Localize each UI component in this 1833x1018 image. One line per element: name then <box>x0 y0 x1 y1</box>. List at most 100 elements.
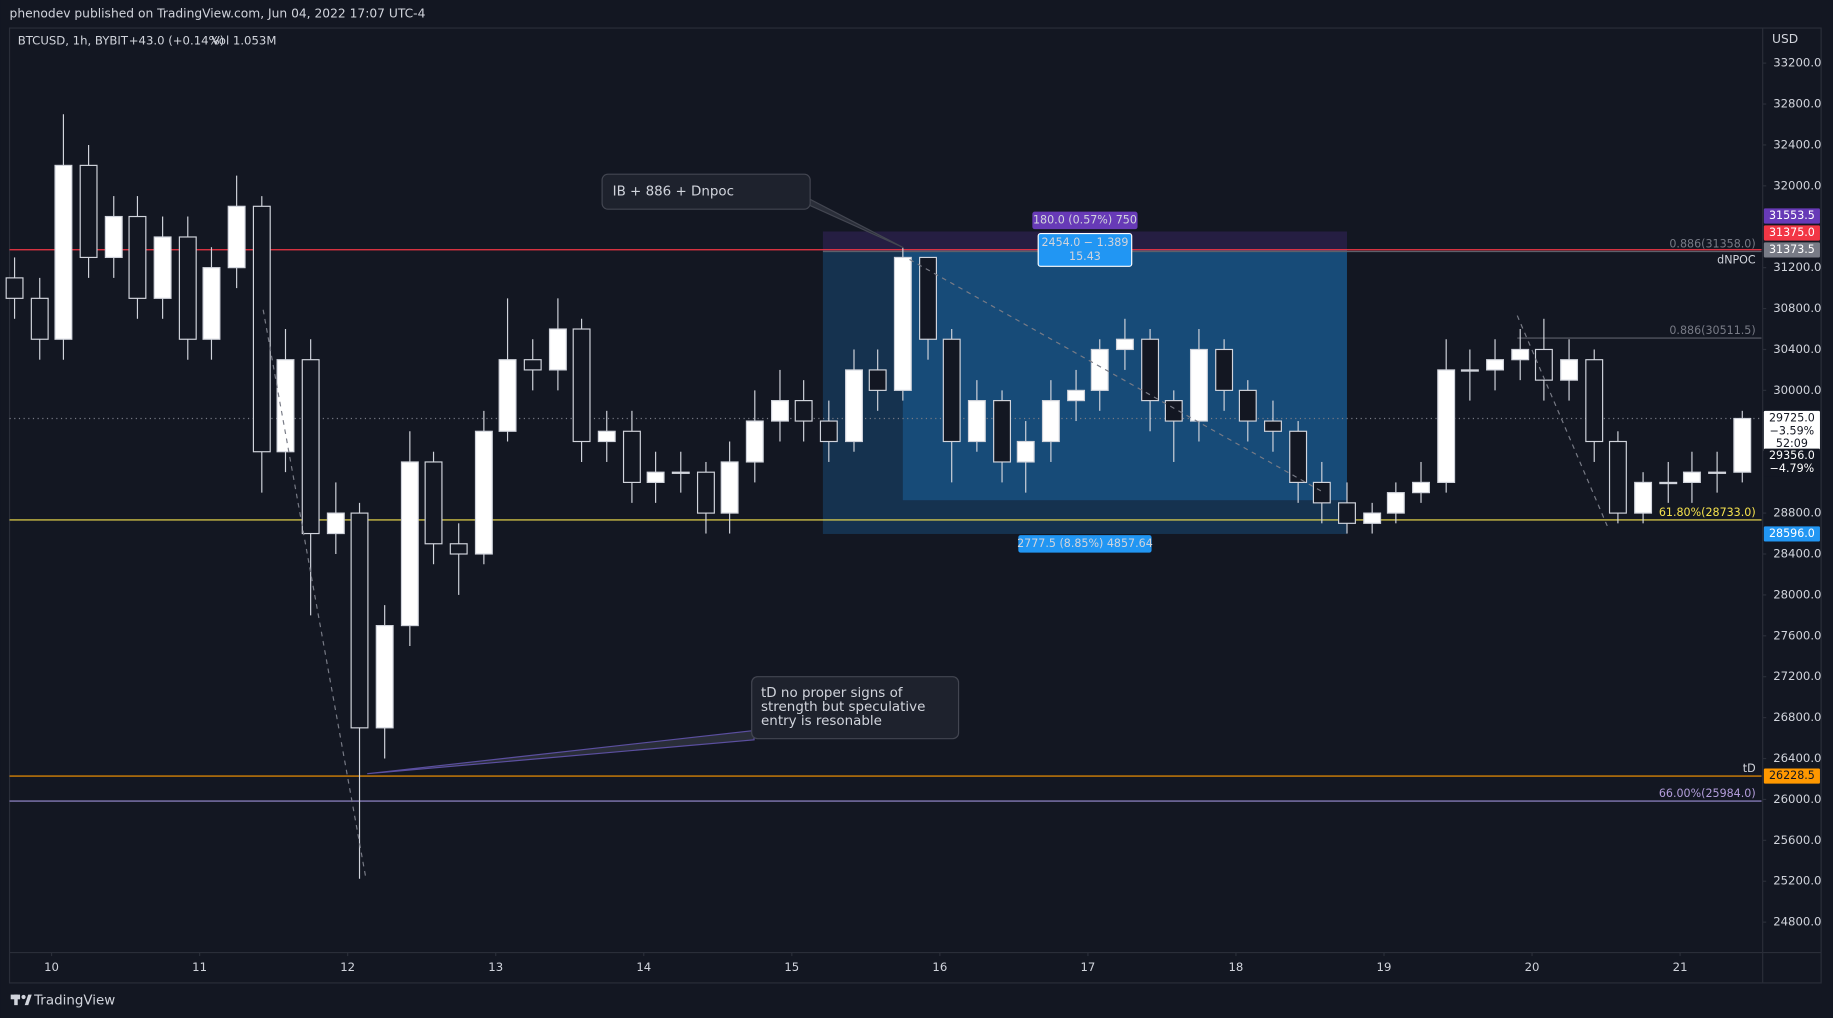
drawings: IB + 886 + Dnpoc tD no proper signs of s… <box>262 173 1608 880</box>
x-tick-label: 19 <box>1377 960 1392 974</box>
candle-body <box>1534 348 1553 381</box>
candle-body <box>1115 338 1134 351</box>
candle-body <box>1090 348 1109 391</box>
candle-body <box>1412 481 1430 494</box>
candle-body <box>498 359 517 432</box>
callout-box <box>751 676 960 740</box>
price-tag-label: 31553.5 <box>1769 209 1815 222</box>
line-label: 0.886(31358.0) <box>1669 237 1755 250</box>
candle-body <box>1659 481 1678 485</box>
candle-body <box>30 297 49 340</box>
candle-body <box>350 512 369 729</box>
line-label: tD <box>1743 762 1756 775</box>
position-label-box <box>1037 232 1133 267</box>
candle-body <box>202 267 221 340</box>
price-tag-label: 31373.5 <box>1769 243 1815 256</box>
candle-body <box>54 164 73 340</box>
y-tick-label: 27200.0 <box>1773 669 1821 683</box>
candle-body <box>474 430 493 555</box>
candle-body <box>1164 400 1183 422</box>
y-tick-label: 24800.0 <box>1773 915 1821 929</box>
x-tick-label: 16 <box>932 960 947 974</box>
candle-body <box>893 256 912 391</box>
candle-body <box>375 624 394 729</box>
callout-text: strength but speculative <box>761 700 925 715</box>
candle-body <box>1016 440 1035 463</box>
position-label-box <box>1032 211 1138 230</box>
x-tick-label: 10 <box>44 960 59 974</box>
currency: USD <box>1772 32 1798 46</box>
price-tag-label: 26228.5 <box>1769 769 1815 782</box>
x-tick-label: 13 <box>488 960 503 974</box>
candle-body <box>301 359 320 535</box>
price-tag <box>1763 410 1820 452</box>
position-label: 180.0 (0.57%) 750 <box>1033 213 1137 226</box>
x-tick-label: 15 <box>784 960 799 974</box>
candle-body <box>153 236 172 299</box>
x-tick-label: 12 <box>340 960 355 974</box>
y-tick-label: 25200.0 <box>1773 874 1821 888</box>
price-tag-extra: 52:09 <box>1776 437 1808 450</box>
line-label: dNPOC <box>1717 253 1756 266</box>
candle-body <box>622 430 641 483</box>
candle-body <box>1215 348 1234 391</box>
candle-body <box>671 471 690 474</box>
candle-body <box>128 215 147 299</box>
fib-diagonal <box>262 309 367 880</box>
candle-body <box>993 400 1012 463</box>
y-tick-label: 32800.0 <box>1773 97 1821 111</box>
y-tick-label: 32400.0 <box>1773 137 1821 151</box>
candle-body <box>1486 359 1505 371</box>
candle-body <box>1141 338 1160 402</box>
callout-text: entry is resonable <box>761 714 882 729</box>
position-label: 15.43 <box>1069 250 1101 263</box>
y-tick-label: 33200.0 <box>1773 56 1821 70</box>
y-tick-label: 28800.0 <box>1773 506 1821 520</box>
candle-body <box>720 461 739 514</box>
y-tick-label: 30400.0 <box>1773 342 1821 356</box>
y-tick-label: 31200.0 <box>1773 260 1821 274</box>
y-tick-label: 27600.0 <box>1773 628 1821 642</box>
candle-body <box>1733 417 1752 473</box>
candle-body <box>1682 471 1701 483</box>
y-tick-label: 30800.0 <box>1773 301 1821 315</box>
x-tick-label: 18 <box>1229 960 1244 974</box>
volume: Vol 1.053M <box>212 33 277 47</box>
callout-box <box>601 173 811 210</box>
candle-body <box>942 338 961 443</box>
candle-body <box>1263 420 1282 432</box>
frame <box>8 27 1822 984</box>
candle-body <box>400 461 419 627</box>
position-reached-zone <box>902 249 1347 501</box>
brand: TradingView <box>33 993 115 1008</box>
candle-body <box>1560 359 1579 381</box>
symbol: BTCUSD, 1h, BYBIT <box>18 33 129 47</box>
y-tick-label: 26000.0 <box>1773 792 1821 806</box>
price-tag <box>1763 768 1820 784</box>
logo-part <box>21 994 26 1000</box>
candle-body <box>967 400 986 443</box>
candle-body <box>1238 389 1257 422</box>
candle-body <box>1511 348 1530 361</box>
fib-diagonal <box>1516 315 1608 527</box>
callout-text: tD no proper signs of <box>761 686 903 701</box>
candle-body <box>1041 400 1060 443</box>
line-label: 0.886(30511.5) <box>1669 324 1755 337</box>
price-tag <box>1763 225 1820 241</box>
publisher: phenodev published on TradingView.com, J… <box>10 7 426 21</box>
candle-body <box>523 359 542 371</box>
price-tag <box>1763 526 1820 542</box>
candle-body <box>5 277 24 299</box>
candle-body <box>770 400 789 422</box>
candle-body <box>449 543 468 555</box>
candle-body <box>819 420 838 443</box>
position-label-box <box>1018 535 1152 553</box>
y-tick-label: 25600.0 <box>1773 833 1821 847</box>
logo-part <box>24 994 32 1006</box>
price-tag <box>1763 242 1820 258</box>
price-tag-label: 29725.0 <box>1769 411 1815 424</box>
candle-body <box>1386 492 1405 514</box>
candle-body <box>79 164 98 259</box>
